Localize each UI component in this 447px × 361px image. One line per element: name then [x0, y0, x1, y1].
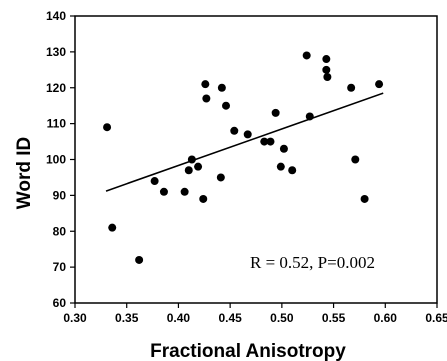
- y-tick-label: 70: [53, 260, 67, 274]
- y-tick-label: 100: [46, 153, 66, 167]
- data-point: [288, 166, 297, 175]
- y-tick-label: 60: [53, 296, 67, 310]
- y-tick-label: 130: [46, 45, 66, 59]
- data-point: [302, 51, 311, 60]
- data-point: [243, 130, 252, 139]
- x-tick-label: 0.30: [63, 311, 87, 325]
- data-point: [187, 155, 196, 164]
- data-point: [199, 194, 208, 203]
- data-point: [279, 144, 288, 153]
- data-point: [201, 80, 210, 89]
- x-tick-label: 0.35: [115, 311, 139, 325]
- y-tick-label: 110: [47, 117, 67, 131]
- data-point: [271, 108, 280, 117]
- data-point: [159, 187, 168, 196]
- data-point: [305, 112, 314, 121]
- y-tick-label: 120: [46, 81, 66, 95]
- data-point: [266, 137, 275, 146]
- axes: 0.30 0.35 0.40 0.45 0.50 0.55 0.60 0.65 60 70 80 90…: [46, 9, 447, 325]
- data-point: [103, 123, 112, 132]
- data-point: [322, 55, 331, 64]
- y-axis-title: Word ID: [14, 137, 35, 209]
- data-point: [323, 72, 332, 81]
- x-tick-label: 0.40: [167, 311, 191, 325]
- data-point: [230, 126, 239, 135]
- data-point: [322, 65, 331, 74]
- data-point: [150, 177, 159, 186]
- x-tick-label: 0.50: [270, 311, 294, 325]
- regression-line: [105, 92, 384, 192]
- data-point: [276, 162, 285, 171]
- x-tick-label: 0.55: [322, 311, 346, 325]
- y-tick-label: 80: [53, 224, 67, 238]
- data-point: [216, 173, 225, 182]
- plot-area: [103, 51, 384, 264]
- data-point: [217, 83, 226, 92]
- data-point: [360, 194, 369, 203]
- data-point: [184, 166, 193, 175]
- y-tick-label: 90: [53, 188, 67, 202]
- data-point: [375, 80, 384, 89]
- x-tick-label: 0.65: [425, 311, 447, 325]
- x-axis-title: Fractional Anisotropy: [150, 341, 346, 361]
- data-point: [260, 137, 269, 146]
- y-tick-label: 140: [46, 9, 66, 23]
- data-point: [347, 83, 356, 92]
- data-point: [202, 94, 211, 103]
- data-point: [135, 255, 144, 264]
- data-point: [351, 155, 360, 164]
- data-point: [180, 187, 189, 196]
- data-point: [222, 101, 231, 110]
- x-tick-label: 0.45: [218, 311, 242, 325]
- data-point: [194, 162, 203, 171]
- x-tick-label: 0.60: [374, 311, 398, 325]
- data-point: [108, 223, 117, 232]
- correlation-annotation: R = 0.52, P=0.002: [250, 253, 375, 272]
